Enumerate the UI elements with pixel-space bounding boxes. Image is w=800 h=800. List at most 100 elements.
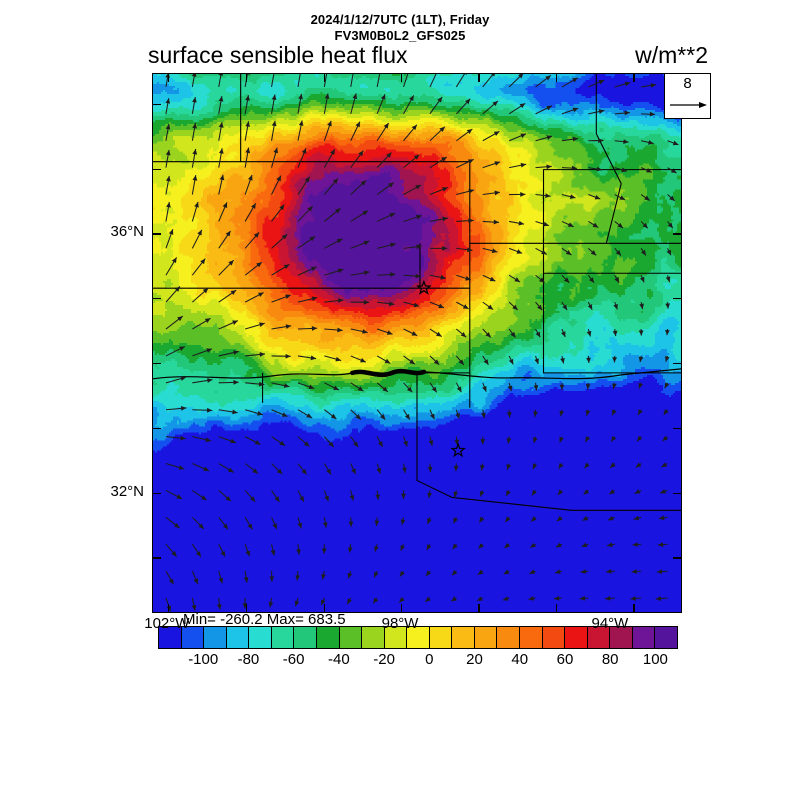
wind-vector xyxy=(244,147,251,168)
wind-vector xyxy=(192,317,211,330)
wind-vector xyxy=(586,328,592,337)
wind-vector xyxy=(271,263,290,276)
wind-vector xyxy=(634,489,642,495)
star-marker-south xyxy=(450,442,466,458)
wind-vector xyxy=(297,355,317,361)
wind-vector xyxy=(504,516,511,523)
wind-vector xyxy=(614,194,626,201)
wind-vector xyxy=(324,327,343,333)
axis-tick xyxy=(153,492,161,494)
wind-vector xyxy=(218,174,225,195)
wind-vector xyxy=(429,328,442,338)
wind-vector xyxy=(218,74,224,88)
wind-vector xyxy=(347,570,353,579)
boundary-line xyxy=(595,74,622,244)
wind-vector xyxy=(350,210,369,222)
wind-vector xyxy=(561,165,578,171)
wind-vector xyxy=(403,244,422,250)
wind-vector xyxy=(322,517,328,528)
wind-vector xyxy=(561,107,579,115)
wind-vector xyxy=(324,382,340,391)
wind-vector xyxy=(165,257,178,276)
wind-vector xyxy=(324,238,343,249)
wind-vector xyxy=(191,229,203,249)
wind-vector xyxy=(191,258,206,276)
wind-vector xyxy=(561,194,576,199)
wind-vector xyxy=(657,542,668,548)
wind-vector xyxy=(350,463,357,475)
wind-vector xyxy=(655,596,668,601)
wind-vector xyxy=(376,152,392,169)
wind-vector xyxy=(559,436,564,443)
wind-vector xyxy=(324,409,337,420)
wind-vector xyxy=(403,382,413,393)
vector-reference-legend: 8 xyxy=(664,73,711,119)
wind-vector xyxy=(658,515,668,521)
wind-vector xyxy=(376,409,386,421)
wind-vector xyxy=(637,409,643,416)
wind-vector xyxy=(245,381,265,387)
wind-vector xyxy=(244,544,251,557)
colorbar-segment xyxy=(339,627,363,648)
lake-feature xyxy=(349,368,427,378)
longitude-label: 94°W xyxy=(591,615,629,632)
wind-vector xyxy=(165,201,171,222)
axis-tick xyxy=(401,74,403,82)
colorbar-segment xyxy=(294,627,317,648)
wind-vector xyxy=(349,490,355,501)
colorbar-segment xyxy=(632,627,656,648)
wind-vector xyxy=(635,462,642,468)
wind-vector xyxy=(320,597,326,606)
wind-vector xyxy=(508,102,526,115)
wind-vector xyxy=(456,158,474,169)
wind-vector xyxy=(271,74,275,88)
wind-vector xyxy=(165,123,171,141)
wind-vector xyxy=(612,328,618,337)
colorbar[interactable] xyxy=(158,626,678,649)
wind-vector xyxy=(429,74,437,88)
wind-vector xyxy=(376,182,395,195)
wind-vector xyxy=(664,355,670,362)
wind-vector xyxy=(666,248,672,256)
axis-tick xyxy=(323,74,326,82)
colorbar-tick-labels: -100 -80 -60 -40 -20 0 20 40 60 80 100 xyxy=(158,651,678,671)
wind-vector xyxy=(244,174,253,195)
wind-vector xyxy=(244,436,261,445)
map-plot-area[interactable] xyxy=(152,73,682,613)
colorbar-segment xyxy=(271,627,295,648)
wind-vector xyxy=(350,328,368,334)
wind-vector xyxy=(192,287,209,303)
wind-vector xyxy=(508,74,524,88)
wind-vector xyxy=(429,156,448,169)
wind-vector xyxy=(667,140,679,146)
wind-vector xyxy=(585,382,591,390)
wind-vector xyxy=(638,329,644,336)
colorbar-tick-label: -20 xyxy=(373,651,395,668)
longitude-label: 98°W xyxy=(381,615,419,632)
wind-vector xyxy=(424,596,431,603)
wind-vector xyxy=(218,96,224,114)
wind-vector xyxy=(297,409,313,419)
colorbar-segment xyxy=(362,627,385,648)
right-arrow-icon xyxy=(670,102,707,108)
wind-vector xyxy=(375,490,381,500)
wind-vector xyxy=(244,517,253,530)
wind-vector xyxy=(607,515,615,521)
wind-vector xyxy=(350,436,359,448)
wind-vector xyxy=(425,570,432,577)
wind-vector xyxy=(403,124,418,142)
wind-vector xyxy=(373,570,379,578)
wind-vector xyxy=(453,463,459,472)
wind-vector xyxy=(218,230,231,249)
wind-vector xyxy=(583,489,590,495)
wind-vector xyxy=(639,302,644,310)
wind-vector xyxy=(324,355,342,362)
axis-tick xyxy=(633,74,635,82)
wind-vector xyxy=(554,595,562,601)
wind-vector xyxy=(663,409,669,416)
wind-vector xyxy=(530,516,537,522)
wind-vector xyxy=(297,176,311,195)
wind-vector xyxy=(165,376,187,384)
wind-vector xyxy=(297,74,301,88)
wind-vector xyxy=(503,569,510,575)
